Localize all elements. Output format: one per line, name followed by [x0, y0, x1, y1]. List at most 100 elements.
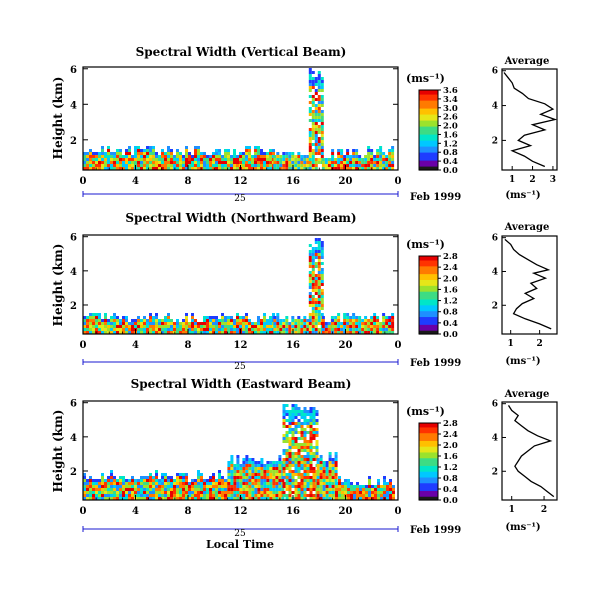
colorbar-swatch	[419, 486, 438, 490]
heat-cell	[161, 161, 164, 164]
heat-cell	[291, 413, 295, 416]
heat-cell	[107, 328, 110, 331]
heat-cell	[311, 158, 315, 161]
heat-cell	[309, 494, 313, 497]
heat-cell	[167, 146, 170, 149]
heat-cell	[291, 482, 295, 485]
heat-cell	[297, 158, 301, 161]
heat-cell	[161, 322, 164, 325]
heat-cell	[251, 494, 255, 497]
heat-cell	[158, 491, 161, 494]
heat-cell	[308, 322, 312, 325]
heat-cell	[309, 410, 313, 413]
heat-cell	[110, 488, 113, 491]
heat-cell	[185, 164, 188, 167]
heat-cell	[146, 158, 149, 161]
heat-cell	[224, 316, 227, 319]
heat-cell	[104, 488, 107, 491]
heat-cell	[176, 325, 179, 328]
heat-cell	[134, 485, 137, 488]
heat-cell	[317, 238, 321, 241]
heat-cell	[317, 283, 321, 286]
heat-cell	[340, 167, 344, 170]
heat-cell	[314, 89, 318, 92]
heat-cell	[376, 167, 380, 170]
heat-cell	[337, 328, 341, 331]
heat-cell	[275, 467, 279, 470]
heat-cell	[282, 437, 286, 440]
heat-cell	[388, 161, 392, 164]
heat-cell	[334, 470, 338, 473]
heat-cell	[285, 437, 289, 440]
heat-cell	[282, 476, 286, 479]
heat-cell	[294, 488, 298, 491]
heat-cell	[107, 322, 110, 325]
heat-cell	[365, 491, 368, 494]
heat-cell	[294, 416, 298, 419]
heat-cell	[248, 491, 252, 494]
heat-cell	[164, 473, 167, 476]
heat-cell	[230, 316, 233, 319]
colorbar-swatch	[419, 446, 438, 449]
heat-cell	[288, 167, 292, 170]
colorbar-swatch	[419, 96, 438, 99]
heat-cell	[182, 331, 185, 334]
heat-cell	[227, 497, 231, 500]
heat-cell	[272, 470, 276, 473]
heat-cell	[116, 491, 119, 494]
heat-cell	[227, 319, 230, 322]
heat-cell	[317, 268, 321, 271]
heat-cell	[314, 283, 318, 286]
heat-cell	[388, 322, 392, 325]
heat-cell	[266, 461, 270, 464]
heat-cell	[260, 152, 263, 155]
colorbar-tick-label: 1.6	[443, 130, 458, 140]
average-title: Average	[504, 389, 550, 400]
colorbar-swatch	[419, 326, 438, 329]
heat-cell	[317, 292, 321, 295]
heat-cell	[309, 467, 313, 470]
heat-cell	[319, 461, 323, 464]
heat-cell	[152, 167, 155, 170]
average-series-line	[507, 405, 555, 498]
heat-cell	[248, 152, 251, 155]
heat-cell	[107, 167, 110, 170]
colorbar-swatch	[419, 293, 438, 296]
heat-cell	[218, 482, 221, 485]
heat-cell	[316, 482, 320, 485]
heat-cell	[285, 476, 289, 479]
average-xlabel: (ms⁻¹)	[505, 356, 540, 367]
heat-cell	[391, 152, 395, 155]
heat-cell	[245, 461, 249, 464]
heat-cell	[245, 149, 248, 152]
heat-cell	[312, 437, 316, 440]
average-x-tick-label: 2	[529, 175, 535, 185]
heat-cell	[122, 167, 125, 170]
heat-cell	[352, 152, 356, 155]
heat-cell	[107, 479, 110, 482]
heat-cell	[167, 149, 170, 152]
heat-cell	[104, 319, 107, 322]
heat-cell	[285, 497, 289, 500]
heat-cell	[303, 322, 307, 325]
heat-cell	[209, 482, 212, 485]
heat-cell	[382, 158, 386, 161]
heat-cell	[308, 313, 312, 316]
heat-cell	[161, 155, 164, 158]
heat-cell	[191, 491, 194, 494]
heat-cell	[320, 143, 324, 146]
heat-cell	[251, 467, 255, 470]
heat-cell	[179, 161, 182, 164]
heat-cell	[248, 319, 251, 322]
heat-cell	[320, 86, 324, 89]
heat-cell	[119, 479, 122, 482]
heat-cell	[346, 325, 350, 328]
heat-cell	[242, 485, 246, 488]
heat-cell	[140, 161, 143, 164]
average-x-tick-label: 2	[536, 339, 542, 349]
heat-cell	[194, 319, 197, 322]
heat-cell	[83, 155, 86, 158]
heat-cell	[221, 164, 224, 167]
colorbar-tick-label: 1.6	[443, 452, 458, 462]
heat-cell	[317, 310, 321, 313]
